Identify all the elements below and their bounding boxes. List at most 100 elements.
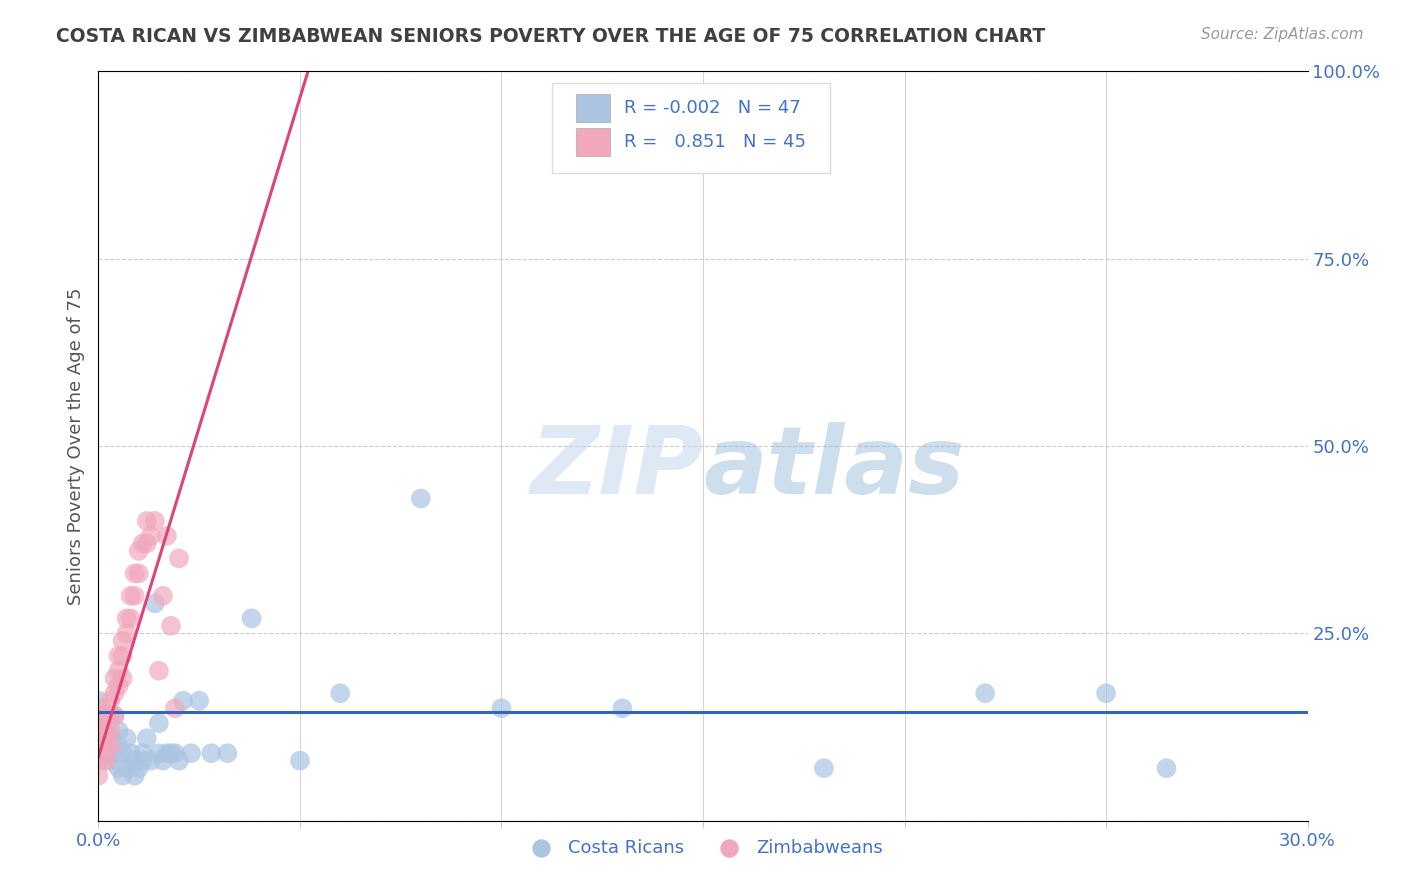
Point: [96, 739, 118, 753]
Point: [107, 648, 129, 663]
Point: [87, 769, 110, 783]
Y-axis label: Seniors Poverty Over the Age of 75: Seniors Poverty Over the Age of 75: [66, 287, 84, 605]
Point: [148, 746, 170, 760]
Bar: [576, 128, 610, 156]
Point: [107, 739, 129, 753]
Text: COSTA RICAN VS ZIMBABWEAN SENIORS POVERTY OVER THE AGE OF 75 CORRELATION CHART: COSTA RICAN VS ZIMBABWEAN SENIORS POVERT…: [56, 27, 1046, 45]
Point: [111, 746, 134, 760]
Point: [115, 626, 138, 640]
Point: [240, 611, 263, 625]
Point: [111, 633, 134, 648]
FancyBboxPatch shape: [551, 83, 830, 172]
Point: [813, 761, 835, 775]
Point: [139, 754, 162, 768]
Point: [135, 514, 157, 528]
Point: [87, 739, 110, 753]
Point: [135, 731, 157, 746]
Point: [167, 754, 190, 768]
Point: [124, 769, 146, 783]
Text: atlas: atlas: [703, 423, 965, 515]
Point: [200, 746, 222, 760]
Point: [188, 694, 211, 708]
Point: [103, 671, 125, 685]
Point: [217, 746, 239, 760]
Legend: Costa Ricans, Zimbabweans: Costa Ricans, Zimbabweans: [516, 831, 890, 864]
Point: [1156, 761, 1178, 775]
Point: [139, 529, 162, 543]
Point: [288, 754, 311, 768]
Point: [87, 694, 110, 708]
Point: [148, 664, 170, 678]
Point: [107, 679, 129, 693]
Point: [329, 686, 352, 700]
Point: [152, 589, 174, 603]
Point: [111, 769, 134, 783]
Point: [120, 611, 142, 625]
Point: [128, 544, 150, 558]
Text: R = -0.002   N = 47: R = -0.002 N = 47: [624, 99, 801, 117]
Point: [128, 566, 150, 581]
Point: [491, 701, 513, 715]
Point: [163, 701, 186, 715]
Point: [135, 536, 157, 550]
Point: [120, 589, 142, 603]
Text: R =   0.851   N = 45: R = 0.851 N = 45: [624, 133, 807, 151]
Point: [132, 754, 155, 768]
Point: [115, 761, 138, 775]
Point: [143, 514, 166, 528]
Point: [167, 551, 190, 566]
Point: [100, 739, 122, 753]
Point: [96, 723, 118, 738]
Point: [612, 701, 634, 715]
Point: [128, 761, 150, 775]
Point: [115, 731, 138, 746]
Point: [160, 746, 183, 760]
Point: [103, 686, 125, 700]
Point: [111, 671, 134, 685]
Point: [100, 723, 122, 738]
Point: [156, 746, 179, 760]
Point: [124, 566, 146, 581]
Point: [172, 694, 194, 708]
Point: [100, 731, 122, 746]
Point: [132, 746, 155, 760]
Text: Source: ZipAtlas.com: Source: ZipAtlas.com: [1201, 27, 1364, 42]
Point: [96, 708, 118, 723]
Point: [163, 746, 186, 760]
Point: [107, 664, 129, 678]
Point: [107, 723, 129, 738]
Point: [100, 694, 122, 708]
Point: [91, 739, 114, 753]
Point: [124, 754, 146, 768]
Point: [96, 754, 118, 768]
Point: [148, 716, 170, 731]
Point: [103, 708, 125, 723]
Point: [96, 746, 118, 760]
Point: [91, 716, 114, 731]
Point: [132, 536, 155, 550]
Point: [115, 611, 138, 625]
Point: [100, 708, 122, 723]
Point: [100, 754, 122, 768]
Point: [87, 754, 110, 768]
Point: [91, 731, 114, 746]
Point: [156, 529, 179, 543]
Point: [103, 708, 125, 723]
Text: ZIP: ZIP: [530, 423, 703, 515]
Point: [87, 723, 110, 738]
Point: [111, 648, 134, 663]
Point: [103, 746, 125, 760]
Point: [160, 619, 183, 633]
Bar: [576, 94, 610, 121]
Point: [152, 754, 174, 768]
Point: [974, 686, 997, 700]
Point: [87, 708, 110, 723]
Point: [96, 716, 118, 731]
Point: [107, 761, 129, 775]
Point: [180, 746, 202, 760]
Point: [1095, 686, 1118, 700]
Point: [91, 746, 114, 760]
Point: [124, 589, 146, 603]
Point: [91, 723, 114, 738]
Point: [409, 491, 432, 506]
